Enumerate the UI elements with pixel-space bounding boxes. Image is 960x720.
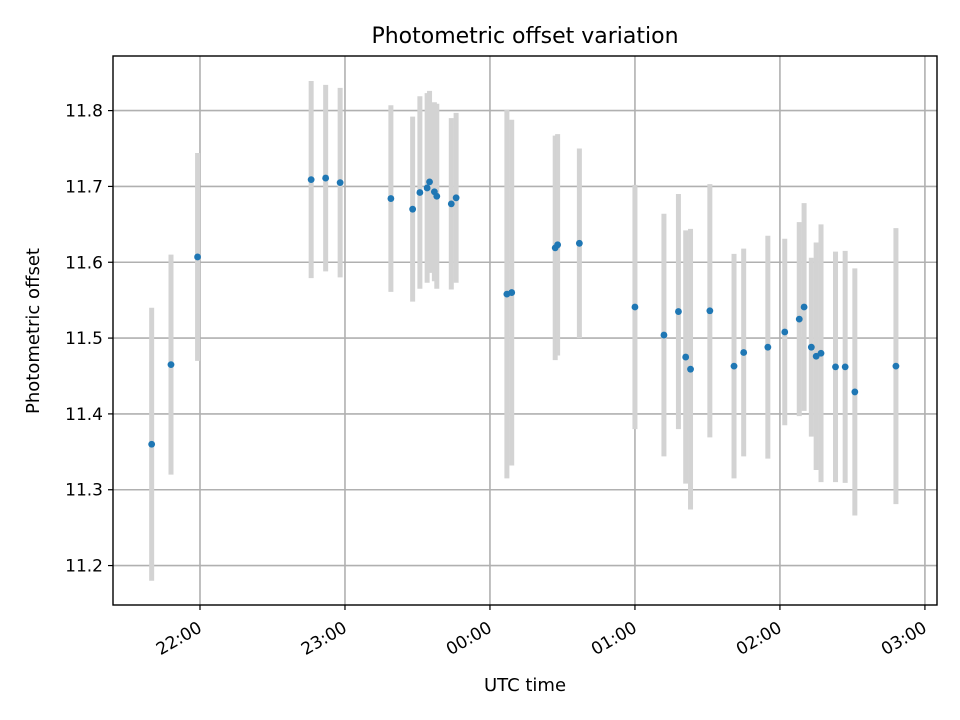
y-tick-label: 11.6	[65, 253, 103, 273]
data-point	[423, 184, 431, 192]
data-point	[167, 361, 175, 369]
x-tick-label: 22:00	[153, 618, 205, 660]
data-point	[307, 176, 315, 184]
data-point	[322, 174, 330, 182]
y-tick-label: 11.8	[65, 102, 103, 122]
data-point	[660, 331, 668, 339]
y-tick-label: 11.7	[65, 177, 103, 197]
data-point	[452, 194, 460, 202]
x-tick-label: 00:00	[443, 618, 495, 660]
data-point	[781, 328, 789, 336]
y-tick-label: 11.3	[65, 481, 103, 501]
data-point	[416, 189, 424, 196]
data-point	[841, 363, 849, 371]
data-point	[730, 362, 738, 370]
data-point	[433, 192, 441, 200]
data-points	[148, 174, 900, 448]
data-point	[675, 308, 682, 315]
data-point	[409, 205, 417, 213]
data-point	[575, 239, 583, 247]
data-point	[682, 353, 690, 361]
data-point	[336, 179, 344, 187]
data-point	[148, 440, 156, 448]
y-tick-label: 11.5	[65, 329, 103, 349]
data-point	[194, 253, 201, 261]
data-point	[851, 388, 859, 396]
data-point	[807, 343, 815, 351]
data-point	[812, 352, 820, 360]
data-point	[800, 303, 808, 311]
plot-frame	[112, 55, 938, 606]
data-point	[387, 195, 395, 202]
data-point	[426, 178, 433, 186]
data-point	[764, 343, 772, 351]
x-axis-label: UTC time	[484, 675, 566, 696]
data-point	[706, 307, 714, 315]
data-point	[447, 200, 455, 208]
chart-title: Photometric offset variation	[371, 24, 678, 49]
y-tick-label: 11.4	[65, 405, 103, 425]
data-point	[740, 349, 748, 356]
data-point	[508, 289, 516, 296]
data-point	[554, 241, 562, 249]
data-point	[631, 303, 639, 311]
y-axis-label: Photometric offset	[23, 248, 44, 414]
data-point	[687, 365, 694, 373]
y-tick-label: 11.2	[65, 557, 103, 577]
x-tick-label: 01:00	[588, 618, 640, 660]
data-point	[795, 315, 803, 323]
data-point	[817, 349, 825, 357]
x-tick-label: 23:00	[298, 618, 350, 660]
x-tick-label: 03:00	[878, 618, 930, 660]
x-tick-label: 02:00	[733, 618, 785, 660]
data-point	[892, 362, 900, 370]
data-point	[832, 363, 839, 371]
